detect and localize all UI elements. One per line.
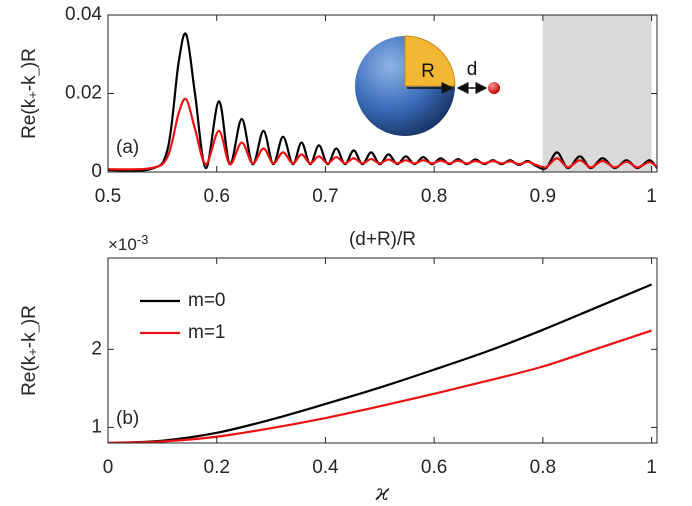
x-tick-label: 0.8 [530, 457, 556, 478]
inset-label: R [421, 61, 435, 82]
y-tick-label: 0.04 [65, 4, 102, 25]
data-line [108, 283, 652, 443]
data-line [108, 329, 652, 443]
panel-label: (b) [116, 408, 139, 429]
panel-label: (a) [116, 137, 139, 158]
shaded-region [542, 15, 652, 172]
y-label-part: Re(k [19, 98, 40, 139]
x-tick-label: 1 [646, 457, 657, 478]
legend-label: m=1 [188, 322, 226, 343]
y-label-part: _ [25, 324, 40, 333]
x-axis-label: ϰ [375, 481, 390, 506]
y-label-part: )R [19, 48, 40, 68]
y-axis-label: Re(k+-k_)R [19, 305, 40, 396]
x-tick-label: 0.7 [312, 186, 338, 207]
x-tick-label: 0.4 [312, 457, 339, 478]
x-tick-label: 0 [103, 457, 114, 478]
x-tick-label: 0.2 [204, 457, 230, 478]
legend-label: m=0 [188, 290, 226, 311]
axes-frame [107, 257, 658, 444]
x-tick-label: 1 [646, 186, 657, 207]
data-line [108, 97, 657, 171]
particle [488, 82, 500, 94]
x-tick-label: 0.5 [95, 186, 121, 207]
y-label-part: + [25, 348, 40, 356]
y-multiplier-base: ×10 [108, 235, 137, 254]
y-label-part: -k [19, 332, 40, 348]
y-multiplier: ×10-3 [108, 232, 148, 255]
sphere-cut [404, 35, 456, 87]
y-tick-label: 2 [91, 338, 102, 359]
x-tick-label: 0.6 [204, 186, 230, 207]
y-axis-label: Re(k+-k_)R [19, 48, 40, 139]
x-tick-label: 0.8 [421, 186, 447, 207]
y-label-part: _ [25, 67, 40, 76]
x-axis-label: (d+R)/R [349, 229, 416, 250]
inset-label: d [467, 59, 478, 80]
y-tick-label: 1 [91, 416, 102, 437]
y-tick-label: 0 [91, 161, 102, 182]
y-label-part: Re(k [19, 355, 40, 396]
x-tick-label: 0.9 [530, 186, 556, 207]
x-tick-label: 0.6 [421, 457, 447, 478]
y-multiplier-exp: -3 [137, 232, 149, 247]
y-tick-label: 0.02 [65, 83, 102, 104]
y-label-part: )R [19, 305, 40, 325]
y-label-part: + [25, 91, 40, 99]
y-label-part: -k [19, 75, 40, 91]
